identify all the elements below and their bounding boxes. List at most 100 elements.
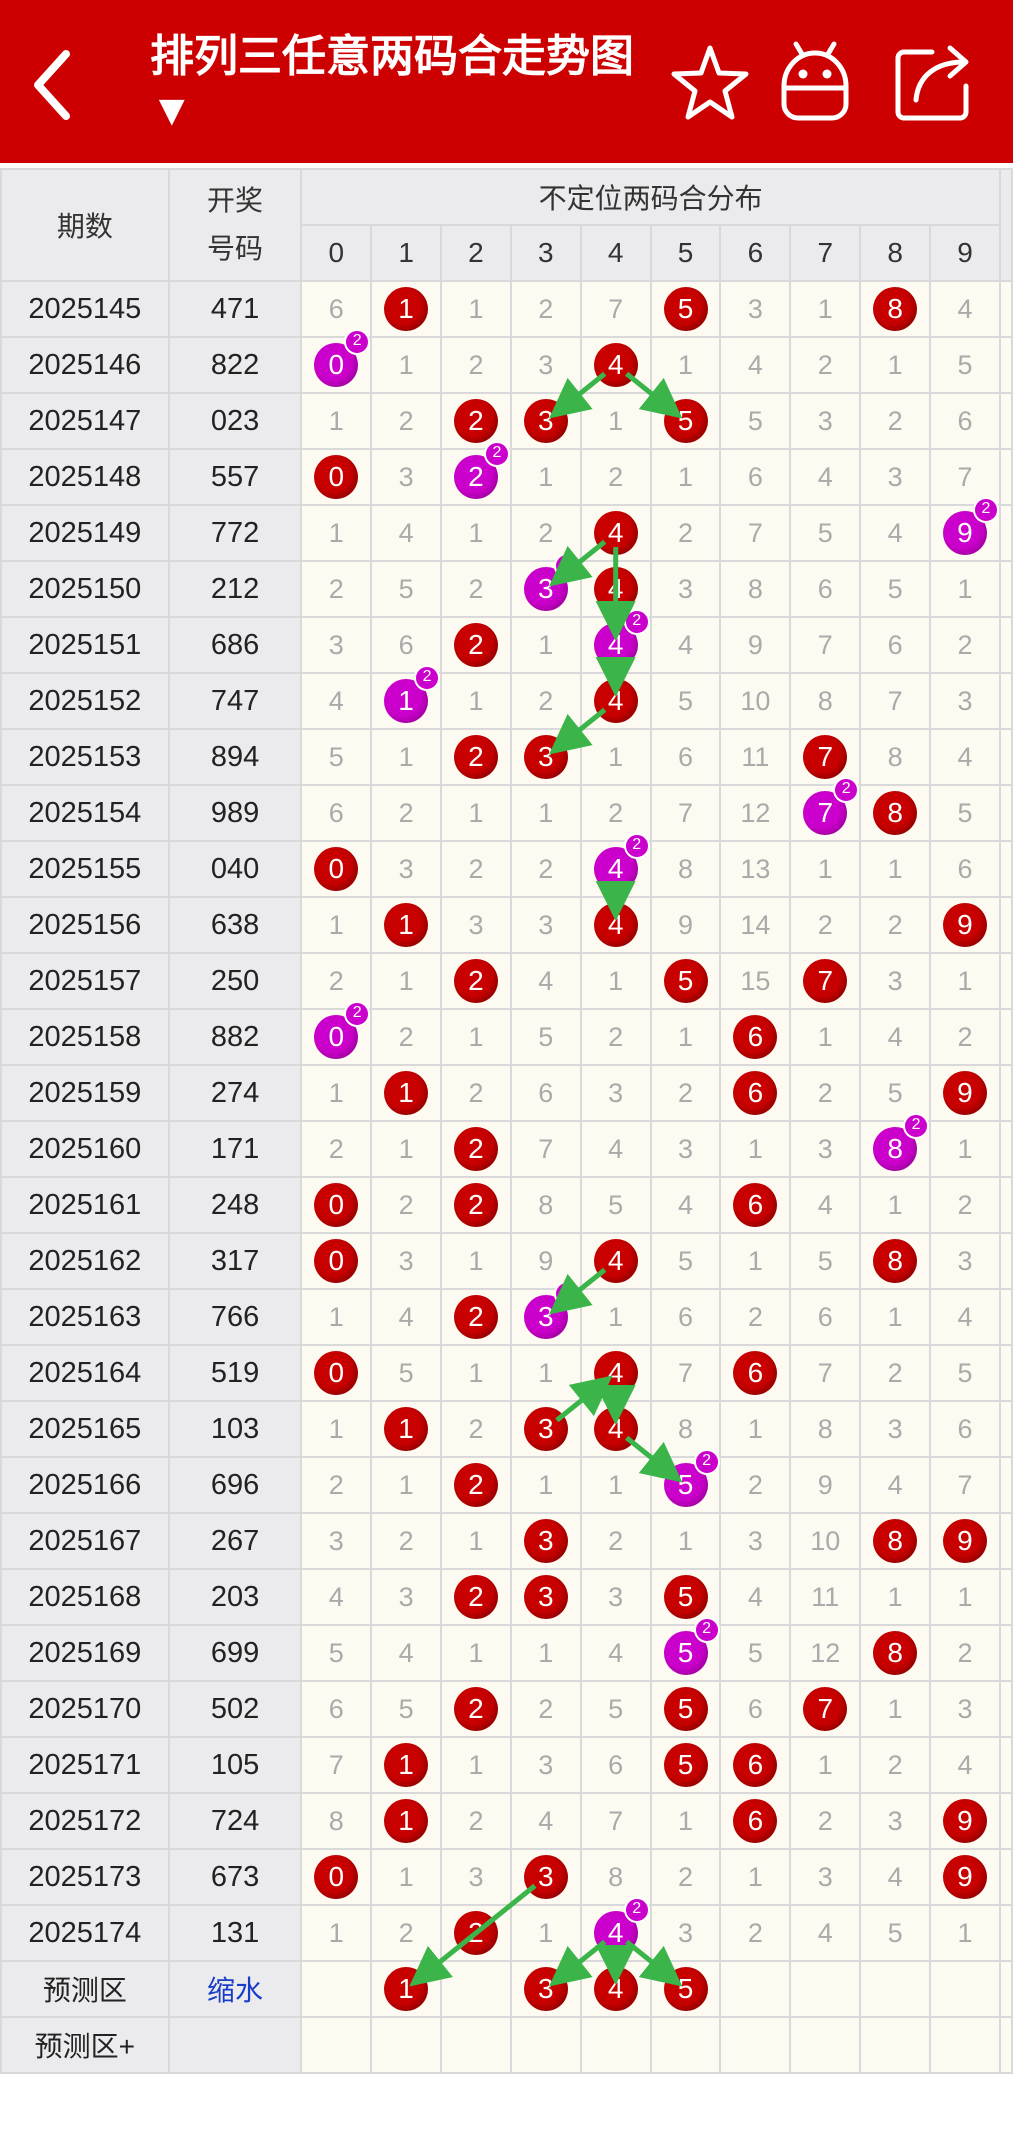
issue-cell: 2025154 bbox=[0, 784, 170, 842]
dist-cell-9: 9 bbox=[929, 896, 1001, 954]
dist-cell-0: 5 bbox=[300, 1624, 373, 1682]
table-row: 2025145 471 6 1 1 2 7 5 3 1 8 4 bbox=[0, 280, 1013, 338]
predict-ball[interactable]: 5 bbox=[663, 1967, 708, 2011]
dropdown-icon[interactable]: ▼ bbox=[150, 86, 194, 135]
scroll-edge-cell bbox=[998, 392, 1013, 450]
digit-header-9: 9 bbox=[929, 224, 1001, 282]
predict-plus-cell-7[interactable] bbox=[789, 2016, 862, 2074]
issue-cell: 2025174 bbox=[0, 1904, 170, 1962]
draw-code-cell: 171 bbox=[167, 1120, 303, 1178]
dist-cell-3: 3 bbox=[509, 1568, 582, 1626]
dist-cell-9: 3 bbox=[929, 672, 1001, 730]
issue-cell: 2025148 bbox=[0, 448, 170, 506]
predict-cell-6[interactable] bbox=[719, 1960, 792, 2018]
dist-cell-8: 4 bbox=[859, 1848, 932, 1906]
dist-cell-3: 1 bbox=[509, 1624, 582, 1682]
draw-code-cell: 250 bbox=[167, 952, 303, 1010]
page-title[interactable]: 排列三任意两码合走势图 ▼ bbox=[150, 32, 634, 135]
hit-ball: 8 bbox=[873, 791, 918, 835]
dist-cell-1: 5 bbox=[370, 560, 443, 618]
hit-ball: 5 bbox=[663, 399, 708, 443]
hit-ball: 2 bbox=[453, 1295, 498, 1339]
back-icon[interactable] bbox=[18, 40, 88, 130]
star-icon[interactable] bbox=[665, 38, 755, 128]
predict-plus-cell-8[interactable] bbox=[859, 2016, 932, 2074]
shrink-link[interactable]: 缩水 bbox=[167, 1960, 303, 2018]
issue-cell: 2025152 bbox=[0, 672, 170, 730]
predict-cell-5[interactable]: 5 bbox=[649, 1960, 722, 2018]
predict-plus-cell-2[interactable] bbox=[440, 2016, 512, 2074]
predict-cell-4[interactable]: 4 bbox=[579, 1960, 652, 2018]
issue-cell: 2025171 bbox=[0, 1736, 170, 1794]
dist-cell-5: 9 bbox=[649, 896, 722, 954]
draw-code-cell: 673 bbox=[167, 1848, 303, 1906]
dist-cell-0: 0 bbox=[300, 1848, 373, 1906]
predict-plus-cell-9[interactable] bbox=[929, 2016, 1001, 2074]
dist-cell-9: 1 bbox=[929, 1904, 1001, 1962]
dist-cell-9: 4 bbox=[929, 728, 1001, 786]
hit-ball: 1 bbox=[384, 1743, 429, 1787]
dist-cell-8: 2 bbox=[859, 896, 932, 954]
predict-plus-cell-4[interactable] bbox=[579, 2016, 652, 2074]
dist-cell-9: 5 bbox=[929, 336, 1001, 394]
predict-cell-8[interactable] bbox=[859, 1960, 932, 2018]
dist-cell-3: 1 bbox=[509, 1456, 582, 1514]
dist-cell-5: 8 bbox=[649, 1400, 722, 1458]
dist-cell-3: 5 bbox=[509, 1008, 582, 1066]
predict-ball[interactable]: 1 bbox=[384, 1967, 429, 2011]
dist-cell-3: 1 bbox=[509, 1904, 582, 1962]
repeat-count-badge: 2 bbox=[623, 1897, 650, 1923]
dist-cell-4: 1 bbox=[579, 392, 652, 450]
dist-cell-3: 1 bbox=[509, 784, 582, 842]
predict-plus-cell-6[interactable] bbox=[719, 2016, 792, 2074]
dist-cell-4: 4 bbox=[579, 1120, 652, 1178]
header-scroll-edge bbox=[998, 168, 1013, 282]
dist-cell-2: 1 bbox=[440, 1232, 512, 1290]
dist-cell-2: 2 bbox=[440, 1064, 512, 1122]
predict-cell-7[interactable] bbox=[789, 1960, 862, 2018]
dist-cell-1: 2 bbox=[370, 392, 443, 450]
share-icon[interactable] bbox=[888, 38, 978, 128]
dist-cell-0: 1 bbox=[300, 1400, 373, 1458]
predict-plus-label: 预测区+ bbox=[0, 2016, 170, 2074]
dist-cell-9: 5 bbox=[929, 1344, 1001, 1402]
predict-plus-cell-1[interactable] bbox=[370, 2016, 443, 2074]
dist-cell-4: 3 bbox=[579, 1064, 652, 1122]
predict-cell-9[interactable] bbox=[929, 1960, 1001, 2018]
dist-cell-0: 3 bbox=[300, 1512, 373, 1570]
dist-cell-2: 1 bbox=[440, 784, 512, 842]
android-icon[interactable] bbox=[770, 38, 860, 128]
dist-cell-2: 2 bbox=[440, 1792, 512, 1850]
dist-cell-8: 1 bbox=[859, 336, 932, 394]
predict-ball[interactable]: 4 bbox=[593, 1967, 638, 2011]
predict-cell-2[interactable] bbox=[440, 1960, 512, 2018]
scroll-edge-cell bbox=[998, 1232, 1013, 1290]
dist-cell-8: 8 bbox=[859, 1512, 932, 1570]
predict-cell-1[interactable]: 1 bbox=[370, 1960, 443, 2018]
dist-cell-4: 4 bbox=[579, 1400, 652, 1458]
hit-ball: 3 bbox=[523, 1575, 568, 1619]
hit-ball: 9 bbox=[942, 1855, 987, 1899]
dist-cell-7: 2 bbox=[789, 1792, 862, 1850]
repeat-count-badge: 2 bbox=[972, 497, 999, 523]
predict-ball[interactable]: 3 bbox=[523, 1967, 568, 2011]
predict-cell-3[interactable]: 3 bbox=[509, 1960, 582, 2018]
dist-cell-6: 6 bbox=[719, 448, 792, 506]
predict-plus-cell-3[interactable] bbox=[509, 2016, 582, 2074]
hit-ball: 0 bbox=[314, 1239, 359, 1283]
predict-plus-cell-5[interactable] bbox=[649, 2016, 722, 2074]
dist-cell-8: 2 bbox=[859, 392, 932, 450]
dist-cell-6: 4 bbox=[719, 1568, 792, 1626]
dist-cell-8: 4 bbox=[859, 1008, 932, 1066]
dist-cell-7: 8 bbox=[789, 1400, 862, 1458]
dist-cell-9: 9 bbox=[929, 1512, 1001, 1570]
predict-cell-0[interactable] bbox=[300, 1960, 373, 2018]
dist-cell-8: 1 bbox=[859, 1680, 932, 1738]
predict-plus-cell-0[interactable] bbox=[300, 2016, 373, 2074]
hit-ball: 9 bbox=[942, 1799, 987, 1843]
dist-cell-4: 4 bbox=[579, 504, 652, 562]
dist-cell-2: 2 bbox=[440, 560, 512, 618]
